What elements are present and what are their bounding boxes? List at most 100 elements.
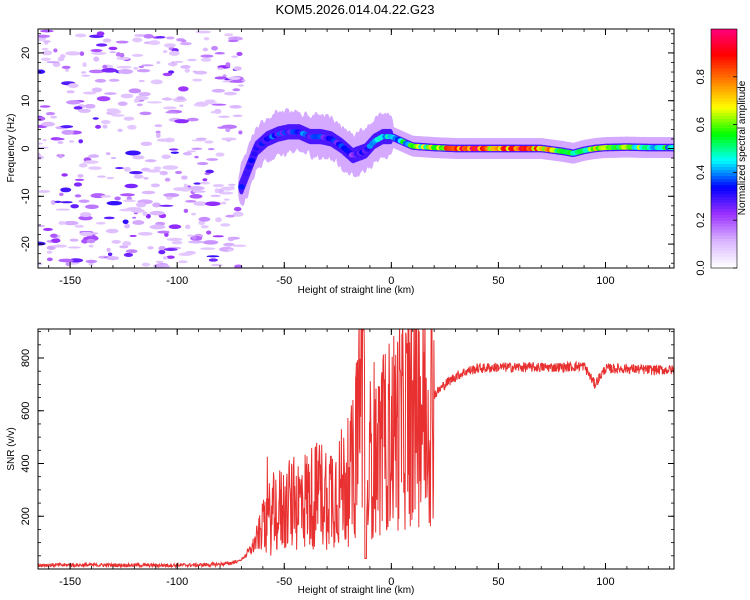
colorbar-segment: [711, 205, 737, 209]
colorbar-segment: [711, 163, 737, 168]
noise-speckle: [168, 224, 182, 230]
noise-speckle: [129, 170, 143, 175]
noise-speckle: [166, 196, 173, 200]
colorbar-segment: [711, 106, 737, 111]
snr-x-tick-label: -150: [59, 576, 81, 588]
colorbar-segment: [711, 79, 737, 84]
noise-speckle: [38, 34, 51, 38]
spectrogram-y-tick-label: 0: [20, 145, 32, 151]
noise-speckle: [225, 62, 231, 68]
noise-speckle: [59, 192, 64, 197]
ridge-core: [238, 184, 245, 190]
snr-y-tick-label: 200: [20, 507, 32, 525]
colorbar-tick-label: 0.6: [695, 117, 707, 132]
colorbar-segment: [711, 112, 737, 117]
noise-speckle: [231, 55, 239, 58]
noise-speckle: [159, 204, 174, 207]
noise-speckle: [106, 247, 111, 252]
noise-speckle: [118, 69, 134, 75]
noise-speckle: [163, 106, 177, 110]
noise-speckle: [156, 138, 171, 142]
noise-speckle: [143, 177, 149, 180]
noise-speckle: [227, 183, 236, 186]
noise-speckle: [137, 232, 153, 236]
colorbar-segment: [711, 175, 737, 179]
noise-speckle: [88, 166, 102, 170]
noise-speckle: [88, 262, 94, 266]
noise-speckle: [125, 150, 141, 156]
noise-speckle: [200, 57, 212, 62]
noise-speckle: [202, 47, 209, 52]
noise-speckle: [232, 114, 243, 118]
colorbar-segment: [711, 241, 737, 245]
noise-speckle: [187, 234, 195, 237]
noise-speckle: [225, 214, 235, 218]
noise-speckle: [97, 175, 107, 178]
noise-speckle: [111, 114, 125, 117]
noise-speckle: [162, 256, 168, 260]
noise-speckle: [122, 241, 132, 246]
noise-speckle: [126, 207, 142, 210]
noise-speckle: [223, 198, 230, 201]
noise-speckle: [85, 259, 98, 264]
noise-speckle: [54, 200, 62, 203]
noise-speckle: [60, 125, 74, 129]
ridge-core: [669, 144, 674, 151]
noise-speckle: [186, 150, 197, 153]
spectrogram-x-axis: -150 -100 -50 0 50 100: [48, 29, 671, 287]
spectrogram-x-tick-label: -150: [59, 275, 81, 287]
noise-speckle: [206, 158, 219, 161]
noise-speckle: [205, 201, 221, 207]
colorbar-segment: [711, 103, 737, 108]
noise-speckle: [63, 220, 79, 226]
noise-speckle: [129, 234, 137, 238]
colorbar-segment: [711, 244, 737, 248]
colorbar-segment: [711, 250, 737, 254]
colorbar-segment: [711, 172, 737, 176]
noise-speckle: [57, 140, 64, 145]
spectrogram-x-axis-title: Height of straight line (km): [298, 285, 415, 296]
colorbar-segment: [711, 139, 737, 144]
snr-y-tick-label: 400: [20, 454, 32, 472]
noise-speckle: [74, 224, 85, 228]
noise-speckle: [95, 124, 102, 129]
noise-speckle: [117, 128, 123, 132]
noise-speckle: [95, 43, 108, 47]
noise-speckle: [122, 219, 129, 225]
noise-speckle: [185, 224, 191, 230]
colorbar-segment: [711, 34, 737, 39]
noise-speckle: [181, 175, 188, 180]
spectrogram-x-tick-label: -50: [276, 275, 292, 287]
colorbar-segment: [711, 46, 737, 51]
noise-speckle: [163, 247, 178, 251]
noise-speckle: [208, 258, 218, 262]
colorbar-segment: [711, 226, 737, 230]
noise-speckle: [213, 108, 222, 114]
noise-speckle: [78, 199, 90, 203]
noise-speckle: [132, 220, 145, 225]
noise-speckle: [78, 108, 91, 113]
noise-speckle: [60, 187, 72, 193]
noise-speckle: [164, 232, 169, 237]
ridge-core: [248, 157, 255, 164]
noise-speckle: [120, 193, 135, 197]
noise-speckle: [102, 64, 108, 69]
colorbar-segment: [711, 142, 737, 147]
noise-speckle: [184, 250, 196, 255]
noise-speckle: [42, 139, 47, 142]
noise-speckle: [174, 119, 189, 124]
noise-speckle: [217, 67, 224, 70]
colorbar-segment: [711, 124, 737, 129]
noise-speckle: [41, 47, 49, 51]
noise-speckle: [184, 68, 190, 73]
snr-line-layer: [38, 329, 674, 569]
noise-speckle: [78, 215, 93, 221]
noise-speckle: [66, 100, 81, 105]
noise-speckle: [155, 133, 161, 138]
colorbar-segment: [711, 199, 737, 203]
spectrogram-y-tick-label: -20: [20, 236, 32, 252]
noise-speckle: [54, 137, 65, 141]
noise-speckle: [200, 54, 214, 58]
noise-speckle: [96, 31, 105, 36]
noise-speckle: [114, 196, 121, 201]
